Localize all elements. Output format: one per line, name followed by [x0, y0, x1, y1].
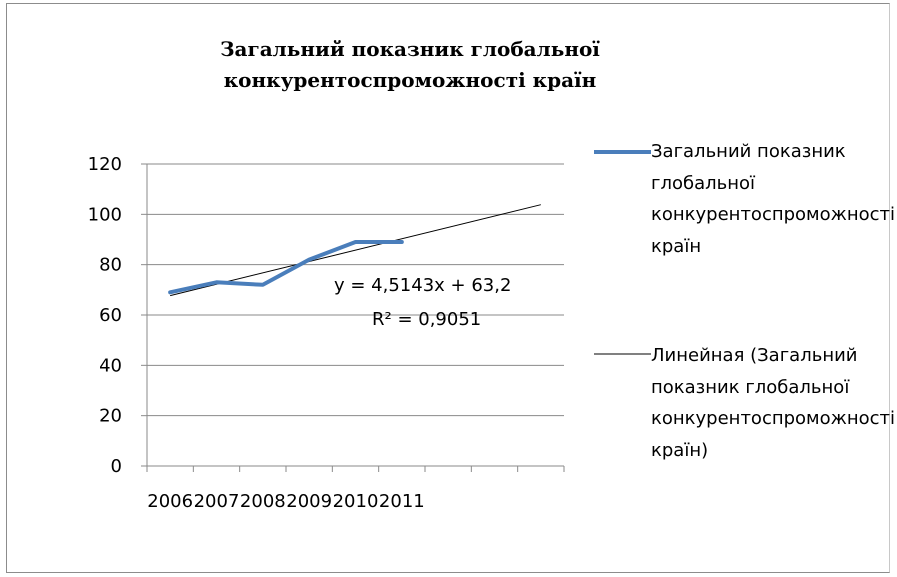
x-tick-label: 2010 — [333, 491, 379, 512]
y-tick-label: 100 — [88, 204, 122, 225]
series-group — [168, 240, 404, 295]
legend-trendline-label: Линейная (Загальний показник глобальної … — [651, 345, 896, 461]
x-tick-label: 2009 — [286, 491, 332, 512]
x-tick-labels: 2006 2007 2008 2009 2010 2011 — [147, 491, 424, 512]
x-tick-label: 2007 — [194, 491, 240, 512]
x-tick-label: 2008 — [240, 491, 286, 512]
chart-title: Загальний показник глобальної конкуренто… — [220, 37, 600, 92]
y-tick-label: 20 — [99, 406, 122, 427]
trendline-group — [170, 204, 541, 297]
trendline — [170, 204, 541, 297]
legend-series-label: Загальний показник глобальної конкуренто… — [651, 141, 896, 257]
trendline-equation: y = 4,5143x + 63,2 — [334, 275, 511, 296]
y-tick-label: 40 — [99, 355, 122, 376]
y-tick-label: 60 — [99, 305, 122, 326]
y-tick-label: 0 — [111, 456, 122, 477]
chart-frame — [6, 3, 890, 573]
y-tick-label: 120 — [88, 154, 122, 175]
x-tick-label: 2006 — [147, 491, 193, 512]
gridlines — [147, 163, 564, 417]
axes — [141, 163, 565, 472]
trendline-r-squared: R² = 0,9051 — [372, 309, 481, 330]
y-tick-labels: 0 20 40 60 80 100 120 — [88, 154, 122, 477]
y-tick-label: 80 — [99, 255, 122, 276]
x-tick-label: 2011 — [379, 491, 425, 512]
series-line-0 — [168, 240, 404, 295]
